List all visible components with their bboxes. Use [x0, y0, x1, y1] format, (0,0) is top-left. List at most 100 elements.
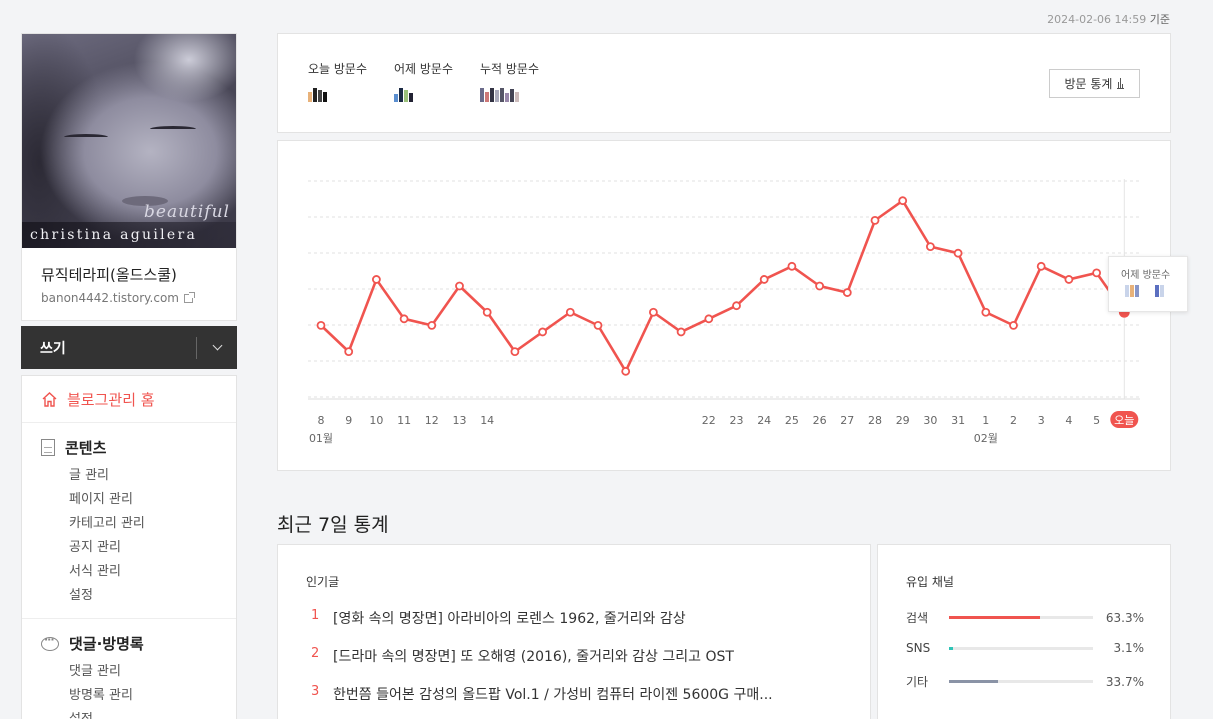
blog-url-link[interactable]: banon4442.tistory.com	[22, 285, 236, 305]
menu-section-comments: 댓글·방명록 댓글 관리 방명록 관리 설정	[22, 619, 236, 719]
menu-blog-admin-home[interactable]: 블로그관리 홈	[22, 376, 236, 423]
popular-posts-card: 인기글 1 [영화 속의 명장면] 아라비아의 로렌스 1962, 줄거리와 감…	[277, 544, 871, 719]
comments-title: 댓글·방명록	[69, 635, 144, 653]
data-point	[316, 320, 326, 330]
x-tick-label: 24	[757, 414, 771, 427]
menu-item-comment-settings[interactable]: 설정	[41, 708, 236, 719]
x-tick-label: 12	[425, 414, 439, 427]
total-visits-value-redacted	[480, 88, 539, 102]
total-visits-label: 누적 방문수	[480, 62, 540, 76]
data-point	[926, 242, 935, 252]
cover-band	[22, 222, 236, 248]
content-title: 콘텐츠	[65, 439, 107, 457]
post-title: [영화 속의 명장면] 아라비아의 로렌스 1962, 줄거리와 감상	[333, 611, 686, 627]
visit-stats-button[interactable]: 방문 통계	[1049, 69, 1140, 98]
admin-menu: 블로그관리 홈 콘텐츠 글 관리 페이지 관리 카테고리 관리 공지 관리 서식…	[21, 375, 237, 719]
data-point	[704, 314, 714, 324]
menu-item-guestbook-manage[interactable]: 방명록 관리	[69, 688, 133, 703]
yesterday-visits-label: 어제 방문수	[394, 62, 454, 76]
post-title: 한번쯤 들어본 감성의 올드팝 Vol.1 / 가성비 컴퓨터 라이젠 5600…	[333, 687, 773, 703]
x-tick-label: 31	[951, 414, 965, 427]
data-point	[870, 215, 880, 225]
cover-eye-right	[150, 126, 196, 132]
popular-post-item[interactable]: 2 [드라마 속의 명장면] 또 오해영 (2016), 줄거리와 감상 그리고…	[311, 646, 773, 684]
channel-bar-track	[949, 680, 1093, 683]
blog-url-text: banon4442.tistory.com	[41, 291, 179, 305]
x-tick-label: 10	[369, 414, 383, 427]
profile-card: beautiful christina aguilera 뮤직테라피(올드스쿨)…	[21, 33, 237, 321]
channel-bar-fill	[949, 646, 954, 650]
data-point	[676, 327, 686, 337]
write-separator	[196, 336, 197, 359]
write-button[interactable]: 쓰기	[40, 340, 66, 357]
popular-posts-title: 인기글	[306, 575, 340, 589]
post-rank: 1	[311, 608, 320, 623]
data-point	[538, 327, 548, 337]
menu-item-category-manage[interactable]: 카테고리 관리	[69, 516, 145, 531]
menu-home-label: 블로그관리 홈	[67, 390, 155, 409]
data-point	[787, 261, 797, 271]
channel-percent: 3.1%	[1113, 641, 1145, 655]
popular-post-item[interactable]: 3 한번쯤 들어본 감성의 올드팝 Vol.1 / 가성비 컴퓨터 라이젠 56…	[311, 684, 773, 719]
menu-item-notice-manage[interactable]: 공지 관리	[69, 540, 121, 555]
recent-stats-title: 최근 7일 통계	[277, 514, 389, 536]
channel-row-search: 검색 63.3%	[906, 609, 1144, 626]
home-icon	[42, 391, 57, 407]
channel-bar-fill	[949, 616, 1041, 619]
data-point	[344, 347, 354, 357]
popular-post-item[interactable]: 1 [영화 속의 명장면] 아라비아의 로렌스 1962, 줄거리와 감상	[311, 608, 773, 646]
data-point	[648, 307, 658, 317]
tooltip-value-redacted	[1125, 285, 1164, 297]
channel-name: 검색	[906, 611, 929, 625]
stats-timestamp: 2024-02-06 14:59 기준	[1012, 11, 1170, 27]
channel-row-sns: SNS 3.1%	[906, 641, 1144, 655]
visit-chart-card: 8 9 10 11 12 13 14 22 23 24 25 26 27 28 29 30 31 1 2 3 4 5 오늘 0…	[277, 140, 1188, 471]
channels-title: 유입 채널	[906, 575, 954, 589]
series-line	[320, 199, 1126, 373]
total-visits: 누적 방문수	[480, 60, 539, 102]
menu-item-content-settings[interactable]: 설정	[69, 588, 93, 603]
timestamp-suffix: 기준	[1149, 13, 1170, 26]
cover-name-text: christina aguilera	[30, 227, 198, 243]
speech-bubble-icon	[41, 633, 59, 651]
x-tick-label-today: 오늘	[1114, 414, 1134, 427]
comments-header[interactable]: 댓글·방명록	[41, 633, 236, 654]
x-month-label: 02월	[974, 432, 998, 445]
visit-line-chart: 8 9 10 11 12 13 14 22 23 24 25 26 27 28 29 30 31 1 2 3 4 5 오늘0…	[308, 179, 1140, 445]
write-dropdown-button[interactable]	[197, 326, 237, 369]
menu-item-page-manage[interactable]: 페이지 관리	[69, 492, 133, 507]
timestamp-date: 2024-02-06 14:59	[1047, 13, 1147, 26]
channel-bar-track	[949, 616, 1093, 619]
menu-item-comment-manage[interactable]: 댓글 관리	[69, 664, 121, 679]
blog-cover-image[interactable]: beautiful christina aguilera	[22, 34, 236, 248]
chart-tooltip: 어제 방문수	[1108, 256, 1188, 312]
channel-name: SNS	[906, 641, 931, 655]
channel-name: 기타	[906, 675, 929, 689]
x-tick-label: 13	[453, 414, 467, 427]
channel-percent: 33.7%	[1105, 674, 1144, 689]
menu-item-post-manage[interactable]: 글 관리	[69, 468, 110, 483]
x-tick-label: 30	[923, 414, 937, 427]
data-point	[1009, 320, 1018, 330]
data-point	[399, 314, 409, 324]
menu-item-template-manage[interactable]: 서식 관리	[69, 564, 121, 579]
data-point	[1064, 275, 1074, 284]
x-tick-label: 1	[982, 414, 989, 427]
x-tick-label: 8	[318, 414, 325, 427]
x-tick-label: 22	[702, 414, 716, 427]
channel-row-other: 기타 33.7%	[906, 673, 1144, 690]
content-header[interactable]: 콘텐츠	[41, 437, 236, 458]
cover-script-text: beautiful	[144, 202, 230, 222]
blog-name[interactable]: 뮤직테라피(올드스쿨)	[41, 266, 177, 284]
visit-stats-label: 방문 통계	[1064, 77, 1113, 91]
x-tick-label: 2	[1010, 414, 1017, 427]
x-tick-label: 9	[345, 414, 352, 427]
channel-bar-track	[949, 646, 1093, 650]
today-visits: 오늘 방문수	[308, 60, 367, 102]
data-point	[953, 248, 963, 258]
x-tick-label: 3	[1038, 414, 1045, 427]
post-rank: 3	[311, 684, 320, 699]
data-point	[759, 275, 769, 284]
popular-posts-list: 1 [영화 속의 명장면] 아라비아의 로렌스 1962, 줄거리와 감상 2 …	[311, 608, 773, 719]
x-tick-label: 29	[896, 414, 910, 427]
